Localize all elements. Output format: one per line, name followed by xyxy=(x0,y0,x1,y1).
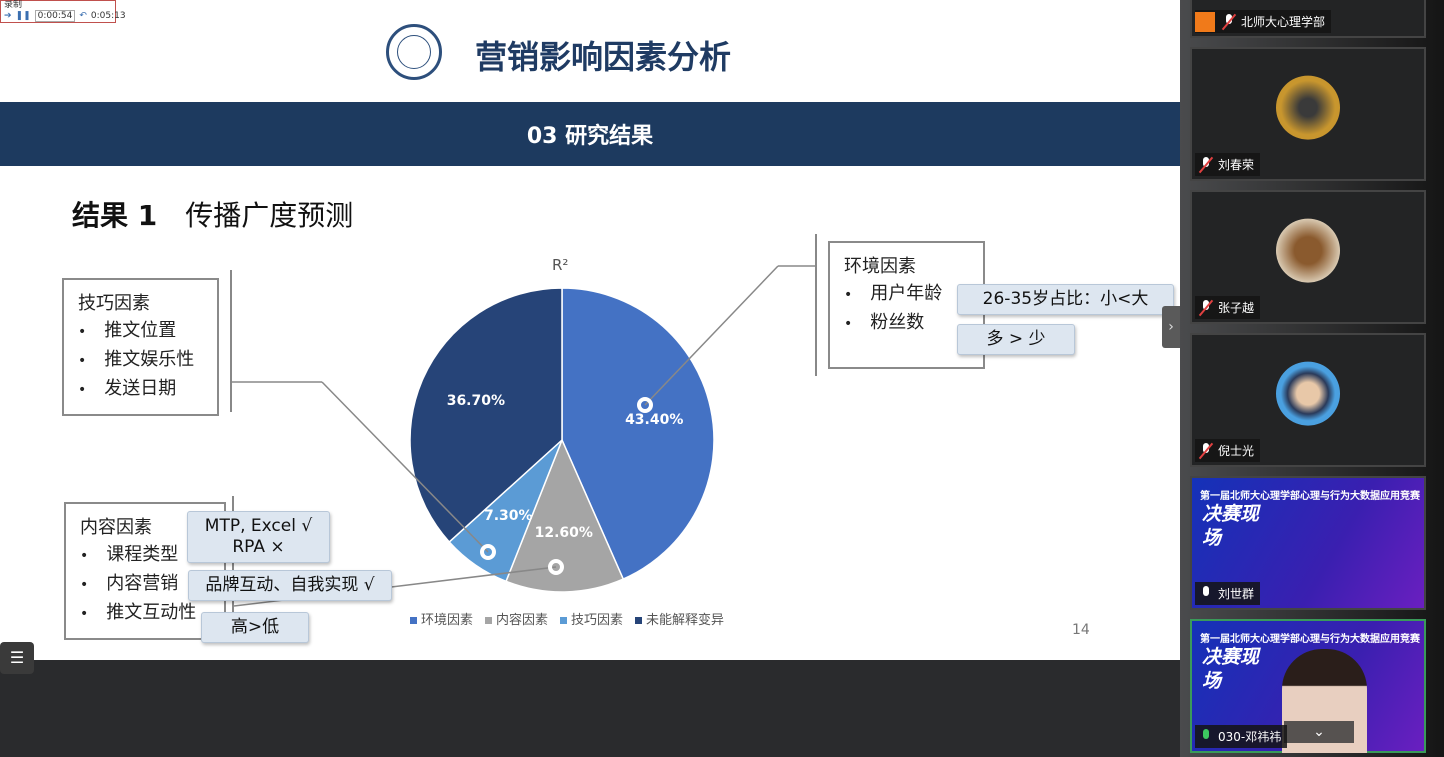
participant-tile-active[interactable]: 第一届北师大心理学部心理与行为大数据应用竞赛 决赛现场 ⌄ 030-邓祎祎 xyxy=(1190,619,1426,753)
banner-title: 第一届北师大心理学部心理与行为大数据应用竞赛 xyxy=(1200,634,1420,645)
pie-label: 36.70% xyxy=(446,392,506,409)
connector-marker xyxy=(548,559,564,575)
pie-label: 7.30% xyxy=(484,508,533,525)
participant-panel[interactable]: 北师大心理学部 刘春荣 张子越 倪士光 第一届北师大心理学部心理与行为大数据应用… xyxy=(1180,0,1444,757)
participant-tile[interactable]: 北师大心理学部 xyxy=(1190,0,1426,38)
tag-text: MTP, Excel √ xyxy=(204,516,313,536)
mic-muted-icon xyxy=(1222,13,1236,30)
box-title: 环境因素 xyxy=(844,256,916,277)
mic-muted-icon xyxy=(1199,299,1213,316)
list-item: 内容营销 xyxy=(80,570,210,599)
avatar xyxy=(1276,218,1340,283)
total-time: 0:05:13 xyxy=(90,11,126,21)
annotation-tag: MTP, Excel √ RPA × xyxy=(187,511,330,563)
connector-marker xyxy=(637,397,653,413)
legend-item: 未能解释变异 xyxy=(635,609,724,628)
presentation-slide: 录制 ➔ ❚❚ 0:00:54 ↶ 0:05:13 营销影响因素分析 03 研究… xyxy=(0,0,1180,660)
participant-name: 倪士光 xyxy=(1218,444,1255,458)
list-item: 发送日期 xyxy=(78,375,203,404)
avatar xyxy=(1276,75,1340,140)
participant-tile[interactable]: 第一届北师大心理学部心理与行为大数据应用竞赛 决赛现场 刘世群 xyxy=(1190,476,1426,610)
list-item: 推文互动性 xyxy=(80,599,210,628)
banner-title: 第一届北师大心理学部心理与行为大数据应用竞赛 xyxy=(1200,491,1420,502)
pause-button[interactable]: ❚❚ xyxy=(15,11,31,21)
divider xyxy=(230,270,232,412)
pie-label: 12.60% xyxy=(534,525,593,542)
university-logo xyxy=(386,24,442,80)
banner-big-text: 决赛现场 xyxy=(1202,503,1260,549)
legend-item: 技巧因素 xyxy=(560,609,623,628)
chevron-down-icon[interactable]: ⌄ xyxy=(1284,721,1354,743)
divider xyxy=(815,234,817,376)
mic-muted-icon xyxy=(1199,156,1213,173)
recording-toolbar: 录制 ➔ ❚❚ 0:00:54 ↶ 0:05:13 xyxy=(0,0,126,23)
avatar xyxy=(1276,361,1340,426)
undo-icon[interactable]: ↶ xyxy=(79,11,87,21)
list-item: 课程类型 xyxy=(80,541,210,570)
participant-name: 刘世群 xyxy=(1218,587,1255,601)
heading-number: 结果 1 xyxy=(72,199,158,232)
legend-item: 内容因素 xyxy=(485,609,548,628)
user-icon xyxy=(1195,11,1215,32)
chart-title: R² xyxy=(552,256,569,274)
connector-line xyxy=(644,265,779,406)
connector-marker xyxy=(480,544,496,560)
list-item: 粉丝数 xyxy=(844,309,969,338)
participant-name: 030-邓祎祎 xyxy=(1218,730,1282,744)
banner-big-text: 决赛现场 xyxy=(1202,646,1260,692)
legend-item: 环境因素 xyxy=(410,609,473,628)
annotation-tag: 26-35岁占比：小<大 xyxy=(957,284,1174,315)
annotation-tag: 高>低 xyxy=(201,612,309,643)
list-item: 推文娱乐性 xyxy=(78,346,203,375)
participant-tile[interactable]: 张子越 xyxy=(1190,190,1426,324)
list-item: 推文位置 xyxy=(78,317,203,346)
participant-name: 北师大心理学部 xyxy=(1241,15,1326,29)
section-banner: 03 研究结果 xyxy=(0,102,1180,166)
annotation-tag: 多 > 少 xyxy=(957,324,1075,355)
box-title: 技巧因素 xyxy=(78,293,150,314)
pie-slice xyxy=(561,287,715,581)
pie-chart xyxy=(232,265,815,607)
mic-icon xyxy=(1199,585,1213,602)
annotation-tag: 品牌互动、自我实现 √ xyxy=(188,570,392,601)
pie-slice xyxy=(505,438,625,593)
participant-name: 张子越 xyxy=(1218,301,1255,315)
participant-tile[interactable]: 倪士光 xyxy=(1190,333,1426,467)
participant-name: 刘春荣 xyxy=(1218,158,1255,172)
elapsed-time: 0:00:54 xyxy=(34,10,76,22)
mic-muted-icon xyxy=(1199,442,1213,459)
recording-label: 录制 xyxy=(4,0,23,10)
result-heading: 结果 1 传播广度预测 xyxy=(72,194,353,234)
skill-factor-box: 技巧因素 推文位置推文娱乐性发送日期 xyxy=(62,278,219,416)
heading-text: 传播广度预测 xyxy=(185,199,354,232)
page-number: 14 xyxy=(1072,622,1090,638)
collapse-panel-button[interactable]: › xyxy=(1162,306,1180,348)
mic-active-icon xyxy=(1199,728,1213,745)
connector-line xyxy=(321,381,489,553)
pie-slice xyxy=(409,287,563,544)
forward-icon[interactable]: ➔ xyxy=(4,11,12,21)
tag-text: RPA × xyxy=(232,537,285,557)
menu-button[interactable]: ☰ xyxy=(0,642,34,674)
box-title: 内容因素 xyxy=(80,517,152,538)
divider xyxy=(232,496,234,636)
pie-label: 43.40% xyxy=(625,411,684,428)
participant-tile[interactable]: 刘春荣 xyxy=(1190,47,1426,181)
chart-legend: 环境因素 内容因素 技巧因素 未能解释变异 xyxy=(410,609,724,628)
list-item: 用户年龄 xyxy=(844,280,969,309)
slide-title: 营销影响因素分析 xyxy=(475,38,732,76)
